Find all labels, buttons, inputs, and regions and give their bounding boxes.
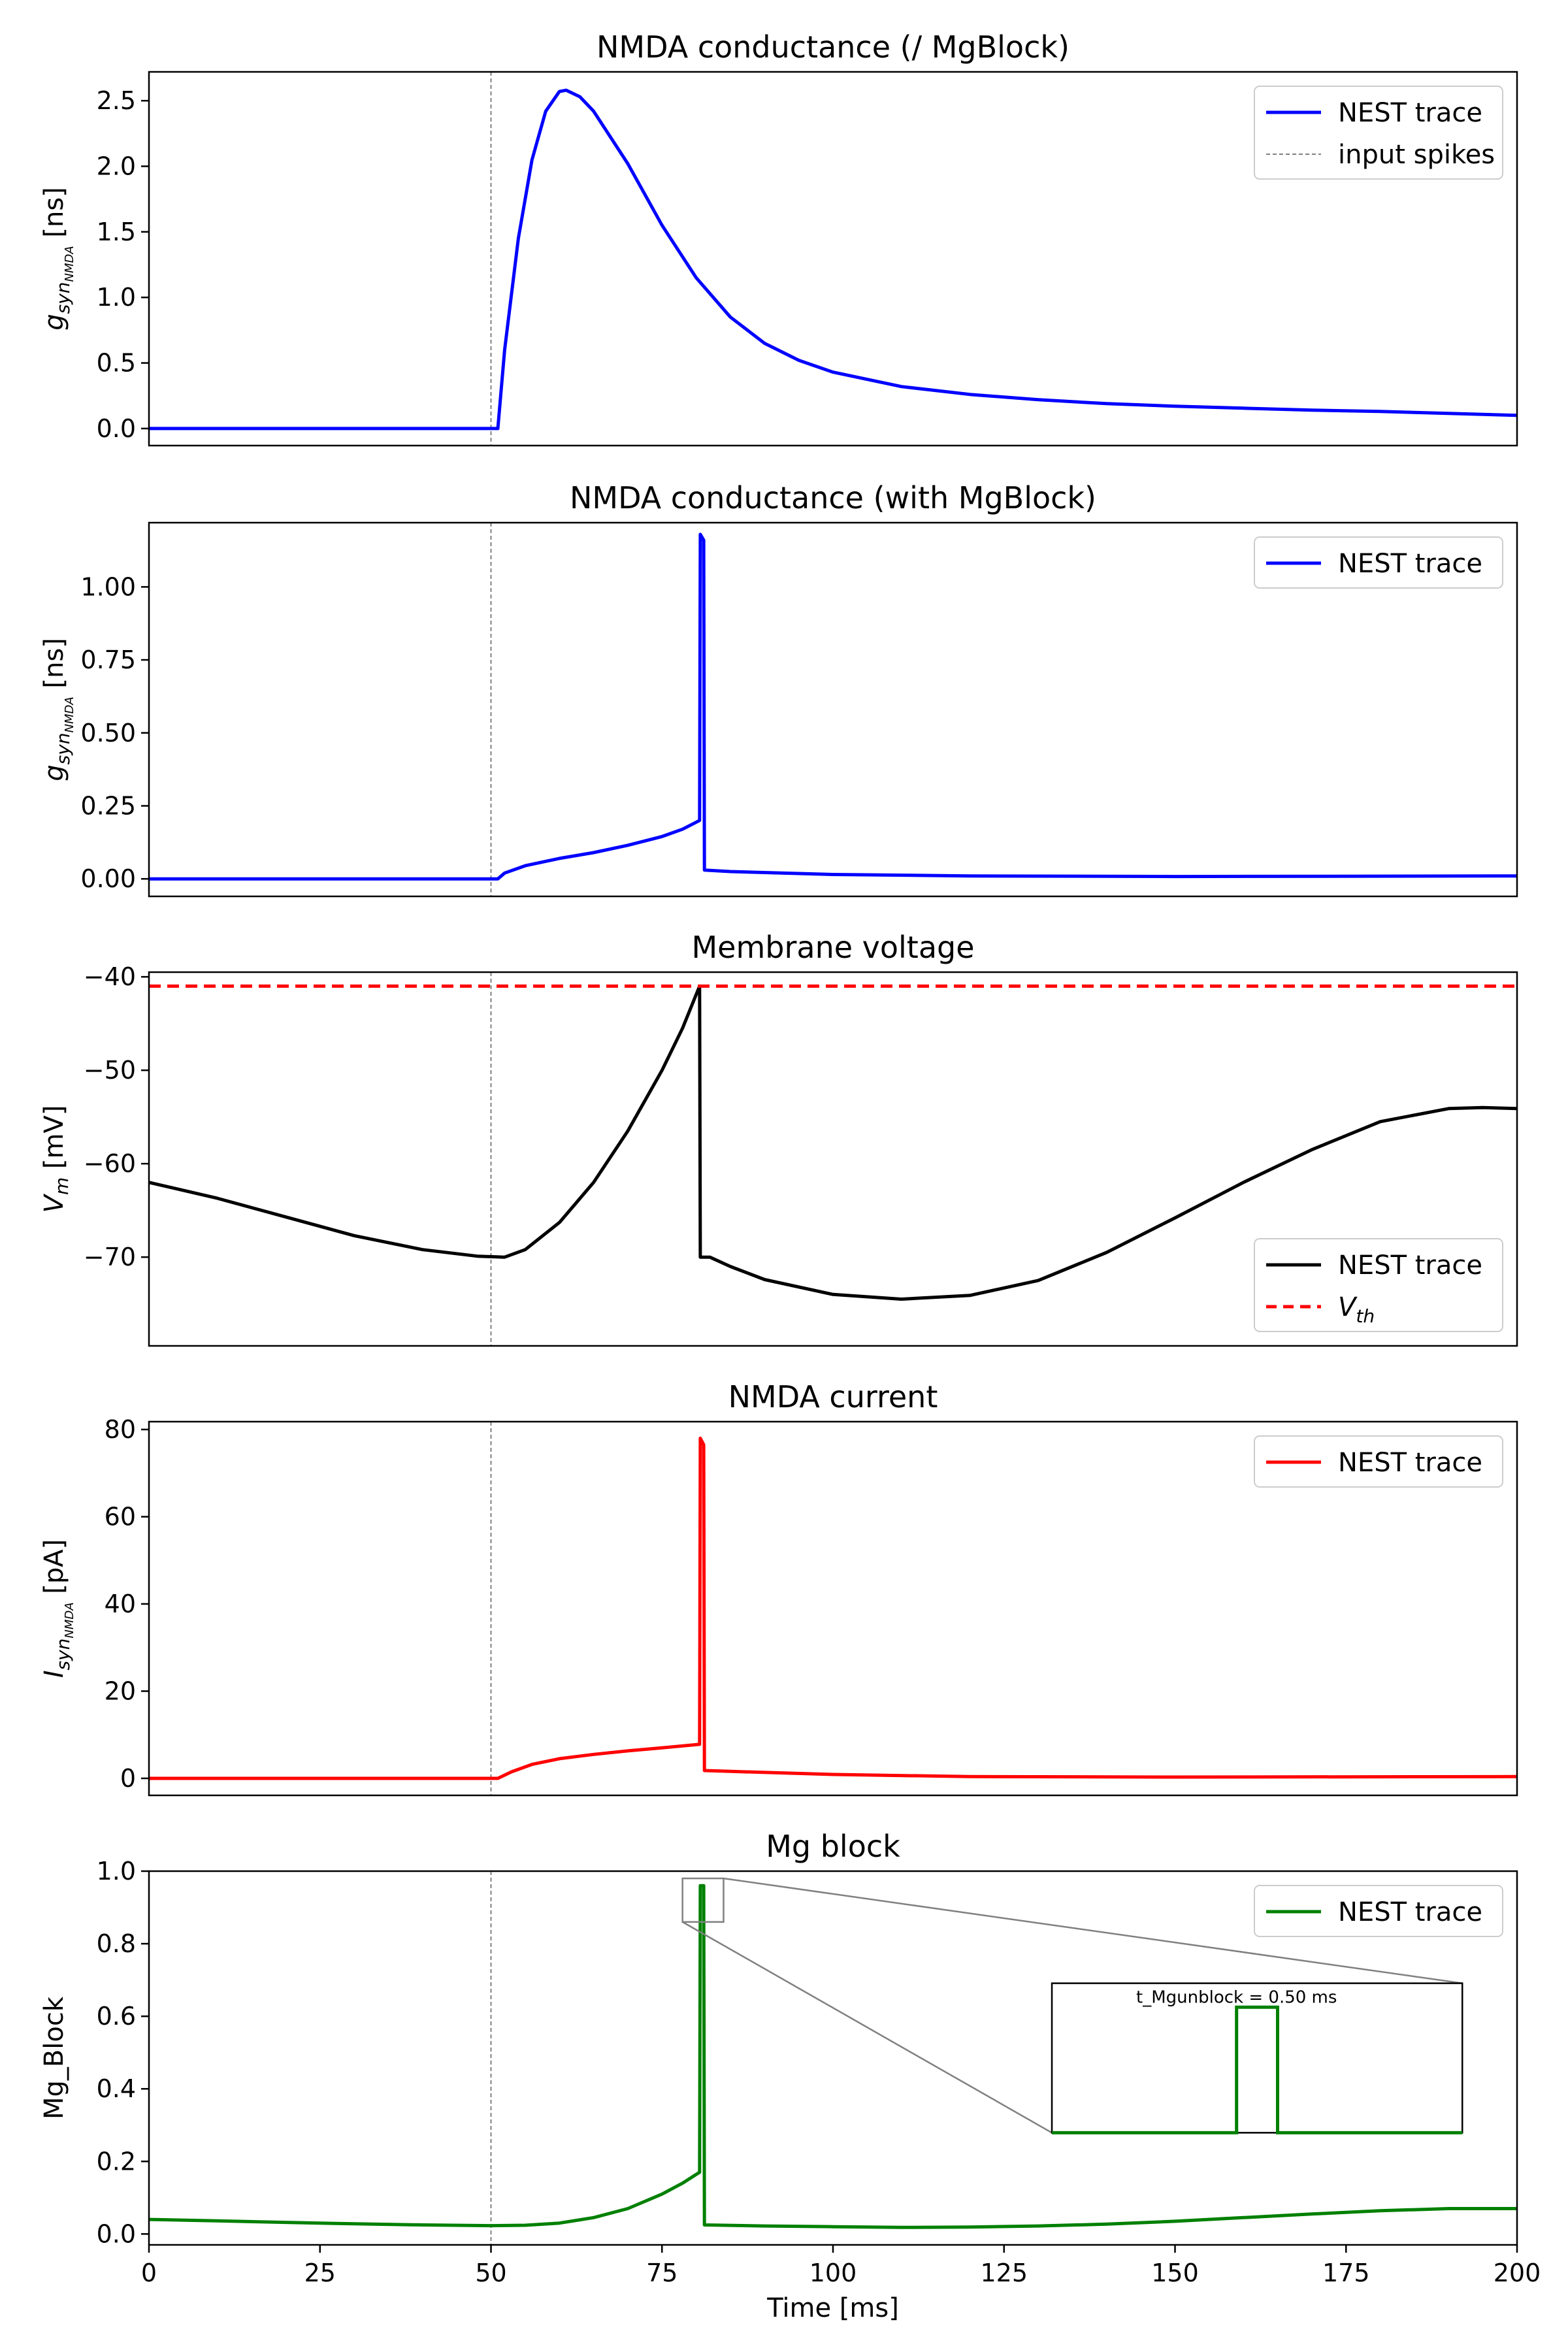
chart-panel: NMDA conductance (with MgBlock) 0.00 0.25 0… <box>39 480 1518 898</box>
y-tick-label: 1.00 <box>80 572 136 601</box>
y-tick-label: 1.0 <box>97 283 136 312</box>
legend: NEST trace Vth <box>1254 1238 1503 1332</box>
series-line <box>149 88 1517 431</box>
series-line <box>149 1884 1517 2229</box>
legend: NEST trace input spikes <box>1254 86 1503 180</box>
legend-label: NEST trace <box>1338 549 1482 579</box>
y-axis-label: Mg_Block <box>39 1996 69 2119</box>
inset-trace <box>1052 2005 1463 2134</box>
y-tick-label: 0.0 <box>97 2219 136 2248</box>
y-tick-label: 0.6 <box>97 2002 136 2031</box>
y-tick-label: 60 <box>105 1503 136 1531</box>
x-tick-label: 200 <box>1494 2259 1541 2287</box>
plot-frame <box>148 71 1518 447</box>
chart-title: NMDA conductance (with MgBlock) <box>570 480 1096 515</box>
x-tick-label: 100 <box>809 2259 857 2287</box>
legend-box <box>1254 1238 1503 1332</box>
series-line <box>149 1436 1517 1780</box>
chart-panel: Mg block 0.0 0.2 0.4 0.6 0.8 1.0 0 25 50 75 100 125 1… <box>39 1829 1541 2323</box>
x-axis-label: Time [ms] <box>766 2293 899 2323</box>
legend-box <box>1254 1435 1503 1488</box>
y-tick-label: −60 <box>84 1149 136 1178</box>
x-tick-label: 175 <box>1322 2259 1370 2287</box>
legend-box <box>1254 536 1503 589</box>
y-tick-label: 20 <box>105 1676 136 1705</box>
legend-label: Vth <box>1338 1292 1375 1327</box>
x-tick-label: 150 <box>1151 2259 1199 2287</box>
y-axis-label: gsynNMDA [ns] <box>39 187 76 331</box>
chart-title: NMDA conductance (/ MgBlock) <box>596 29 1070 65</box>
x-tick-label: 125 <box>980 2259 1028 2287</box>
legend-label: input spikes <box>1338 140 1495 170</box>
x-tick-label: 50 <box>475 2259 506 2287</box>
zoom-connector <box>723 1877 1463 1984</box>
y-tick-label: 0.25 <box>80 791 136 820</box>
series-line <box>149 984 1517 1301</box>
legend: NEST trace <box>1254 536 1503 589</box>
y-tick-label: 0.5 <box>97 349 136 378</box>
y-axis-label: IsynNMDA [pA] <box>39 1539 76 1678</box>
y-tick-label: 0.0 <box>97 414 136 443</box>
y-tick-label: 0.8 <box>97 1929 136 1958</box>
y-axis-label: gsynNMDA [ns] <box>39 638 76 781</box>
legend-label: NEST trace <box>1338 1448 1482 1478</box>
legend-label: NEST trace <box>1338 98 1482 128</box>
zoom-region-box <box>681 1877 725 1923</box>
y-tick-label: 0.2 <box>97 2147 136 2176</box>
plot-frame <box>148 521 1518 898</box>
chart-title: Mg block <box>766 1829 900 1864</box>
x-tick-label: 0 <box>141 2259 157 2287</box>
series-line <box>149 532 1517 881</box>
y-tick-label: −70 <box>84 1243 136 1271</box>
y-tick-label: 1.0 <box>97 1857 136 1886</box>
legend-label: NEST trace <box>1338 1250 1482 1281</box>
y-tick-label: −40 <box>84 962 136 991</box>
legend-label: NEST trace <box>1338 1897 1482 1927</box>
inset-label: t_Mgunblock = 0.50 ms <box>1136 1988 1337 2008</box>
legend-box <box>1254 1885 1503 1937</box>
y-tick-label: 2.0 <box>97 152 136 181</box>
y-tick-label: −50 <box>84 1056 136 1085</box>
y-tick-label: 1.5 <box>97 218 136 246</box>
legend-box <box>1254 86 1503 180</box>
x-tick-label: 25 <box>304 2259 336 2287</box>
legend: NEST trace <box>1254 1885 1503 1937</box>
legend: NEST trace <box>1254 1435 1503 1488</box>
x-tick-label: 75 <box>646 2259 678 2287</box>
y-tick-label: 0.4 <box>97 2074 136 2103</box>
chart-title: NMDA current <box>728 1379 938 1414</box>
y-tick-label: 80 <box>105 1415 136 1444</box>
y-tick-label: 40 <box>105 1590 136 1618</box>
y-tick-label: 0.00 <box>80 864 136 893</box>
plot-frame <box>148 1420 1518 1797</box>
y-axis-label: Vm [mV] <box>39 1105 73 1213</box>
chart-panel: NMDA current 0 20 40 60 80 IsynNMDA [pA] NEST t… <box>39 1379 1518 1797</box>
chart-title: Membrane voltage <box>691 930 974 965</box>
y-tick-label: 0.50 <box>80 719 136 747</box>
y-tick-label: 0 <box>120 1764 136 1793</box>
plot-frame <box>148 971 1518 1347</box>
y-tick-label: 2.5 <box>97 86 136 115</box>
zoom-connector <box>682 1921 1053 2134</box>
chart-panel: NMDA conductance (/ MgBlock) 0.0 0.5 1.0 1.5… <box>39 29 1518 447</box>
chart-panel: Membrane voltage −70 −60 −50 −40 Vm [mV] NEST … <box>39 930 1518 1347</box>
y-tick-label: 0.75 <box>80 645 136 674</box>
